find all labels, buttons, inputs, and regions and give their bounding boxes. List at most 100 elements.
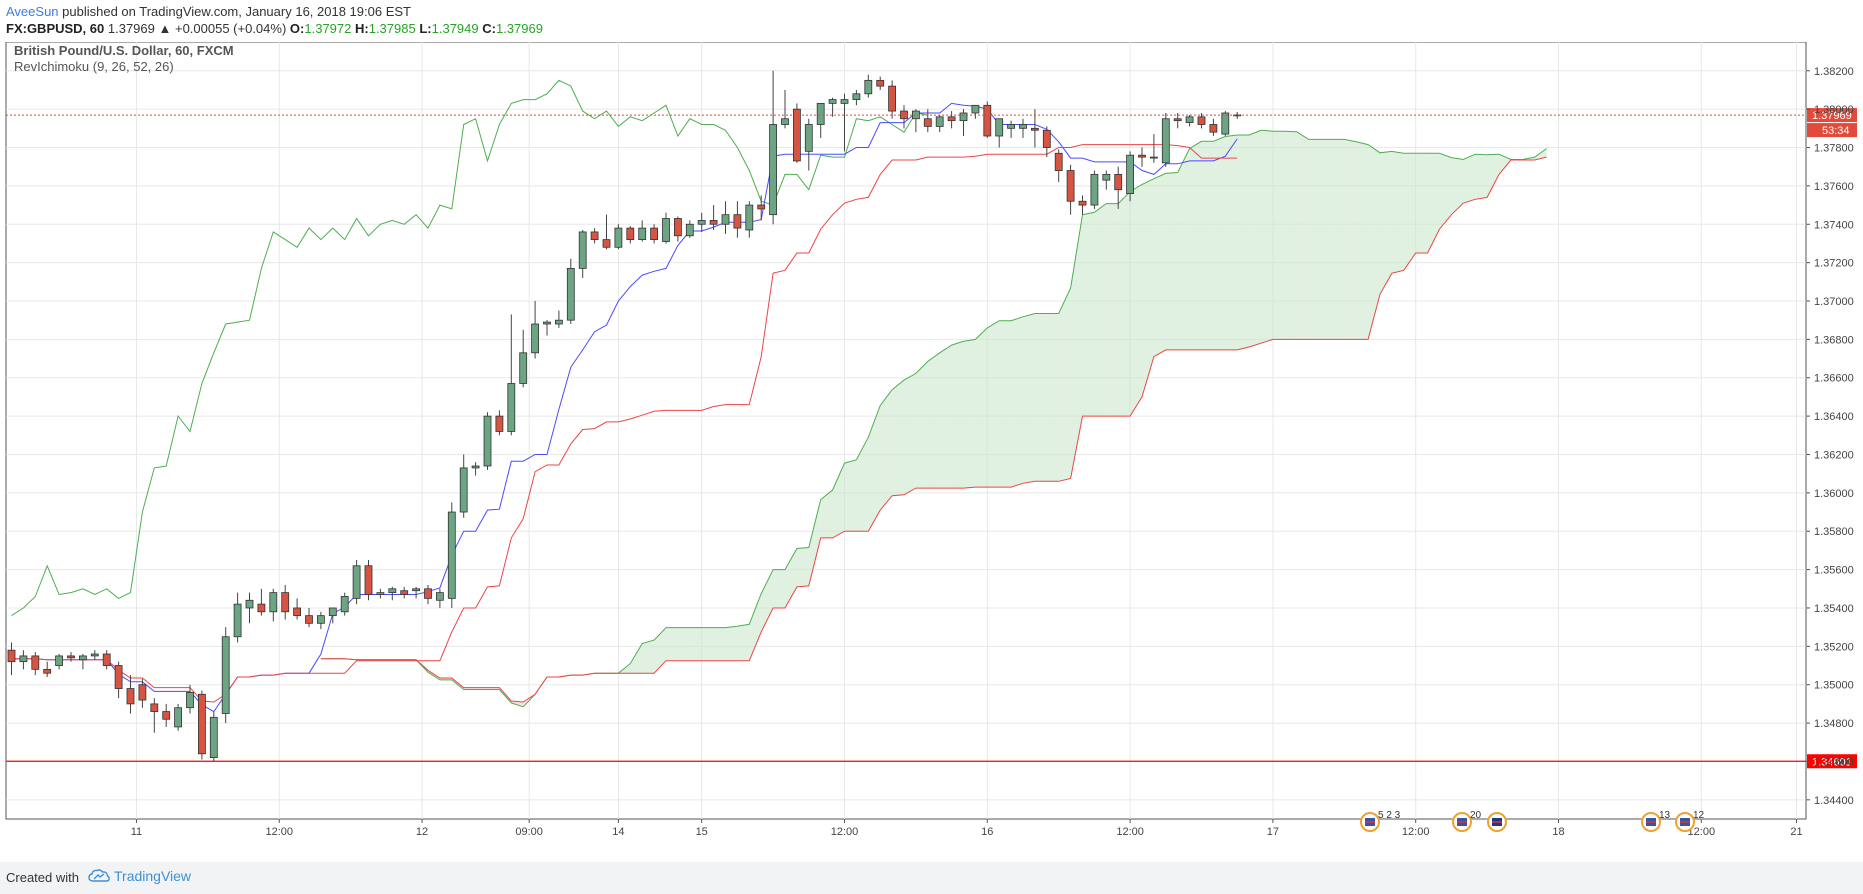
candle: [828, 97, 837, 117]
cloud-segment: [1272, 131, 1285, 340]
cloud-segment: [1356, 141, 1369, 340]
senkou-span-b-line: [320, 156, 1547, 703]
candle: [150, 698, 159, 733]
candle-body: [245, 599, 254, 609]
cloud-segment: [666, 627, 678, 661]
candle-body: [388, 588, 397, 594]
candle-body: [685, 223, 694, 237]
candle-body: [1185, 116, 1194, 123]
cloud-segment: [737, 624, 750, 661]
candle-body: [340, 596, 349, 613]
candle: [816, 102, 825, 138]
candle-body: [269, 592, 278, 613]
candle-body: [328, 607, 337, 617]
cloud-segment: [654, 627, 666, 674]
x-tick-label: 15: [696, 826, 708, 838]
cloud-segment: [1391, 151, 1404, 274]
candle: [1114, 166, 1123, 209]
candle: [1233, 112, 1242, 119]
candle: [971, 104, 980, 119]
chart-header: AveeSun published on TradingView.com, Ja…: [0, 0, 1863, 42]
cloud-segment: [1284, 131, 1297, 340]
ichimoku-lines: [11, 79, 1547, 713]
tradingview-link[interactable]: TradingView: [88, 868, 191, 884]
candle-body: [769, 124, 777, 216]
candle-body: [1138, 154, 1146, 158]
candle: [67, 652, 75, 662]
indicator-label[interactable]: RevIchimoku (9, 26, 52, 26): [14, 59, 174, 74]
candle: [31, 652, 40, 676]
candle-body: [888, 85, 896, 112]
x-tick-label: 11: [131, 826, 142, 838]
candle-body: [578, 231, 587, 269]
candle: [257, 588, 266, 616]
cloud-segment: [1058, 288, 1071, 482]
ohlc-line: FX:GBPUSD, 60 1.37969 ▲ +0.00055 (+0.04%…: [6, 21, 543, 36]
candle: [638, 220, 647, 242]
cloud-segment: [1070, 214, 1083, 479]
candle: [709, 205, 718, 231]
candle: [757, 195, 766, 221]
last-price-value: 1.37969: [107, 21, 155, 36]
low-value: 1.37949: [431, 21, 479, 36]
candle-body: [1221, 112, 1230, 135]
kijun-sen-line: [11, 144, 1238, 703]
candle-body: [852, 93, 861, 100]
author-link[interactable]: AveeSun: [6, 4, 59, 19]
candle-body: [1019, 124, 1027, 129]
low-label: L:: [419, 21, 432, 36]
cloud-segment: [1296, 131, 1309, 340]
cloud-segment: [1225, 135, 1238, 350]
candle-body: [662, 218, 670, 242]
candle-body: [840, 99, 849, 104]
candle-body: [1102, 173, 1111, 181]
time-axis[interactable]: 11 12:00 12 09:00 14 15 12:00 16 12:00 17 12:00 18 1…: [131, 819, 1803, 838]
candle-body: [745, 204, 754, 231]
cloud-segment: [1213, 136, 1226, 350]
cloud-segment: [1439, 153, 1452, 230]
candle: [507, 314, 516, 436]
candle: [316, 611, 325, 630]
y-tick-label: 1.36800: [1814, 334, 1854, 346]
candle: [769, 70, 777, 225]
price-axis[interactable]: 1.38200 1.38000 1.37800 1.37600 1.37400 1.372…: [1806, 66, 1854, 807]
cloud-segment: [630, 643, 643, 674]
candle-body: [459, 467, 468, 513]
candle-body: [1150, 156, 1158, 159]
candle-body: [876, 79, 885, 87]
open-label: O:: [289, 21, 305, 36]
candle: [531, 301, 539, 359]
event-count: 5 2 3: [1378, 810, 1401, 821]
candle-body: [1233, 114, 1242, 117]
candle: [793, 103, 801, 163]
event-count: 12: [1693, 810, 1705, 821]
candle: [1161, 112, 1170, 167]
x-tick-label: 12:00: [1402, 826, 1430, 838]
candle-body: [162, 711, 171, 720]
y-tick-label: 1.37600: [1814, 181, 1854, 193]
candle: [209, 711, 218, 762]
candle: [781, 89, 789, 129]
candle: [674, 216, 682, 242]
candle: [1185, 114, 1194, 127]
candle: [1090, 170, 1099, 209]
symbol-label[interactable]: FX:GBPUSD, 60: [6, 21, 105, 36]
candle-body: [1161, 118, 1170, 164]
tradingview-cloud-icon: [88, 869, 110, 882]
cloud-segment: [701, 627, 714, 661]
candle: [697, 212, 706, 232]
y-tick-label: 1.37800: [1814, 143, 1854, 155]
candle: [126, 675, 135, 714]
candle: [340, 592, 349, 616]
candle-body: [971, 104, 980, 114]
cloud-segment: [856, 437, 869, 532]
y-tick-label: 1.35200: [1814, 641, 1854, 653]
y-tick-label: 1.36000: [1814, 488, 1854, 500]
cloud-segment: [1118, 191, 1131, 417]
price-chart[interactable]: 1.37969 53:34 1.34601 1.38200 1.38000 1.3780…: [0, 42, 1863, 862]
y-tick-label: 1.34600: [1814, 756, 1854, 768]
candle: [1042, 126, 1051, 158]
candle: [923, 109, 932, 133]
candle-body: [566, 267, 575, 321]
cloud-segment: [773, 569, 785, 608]
